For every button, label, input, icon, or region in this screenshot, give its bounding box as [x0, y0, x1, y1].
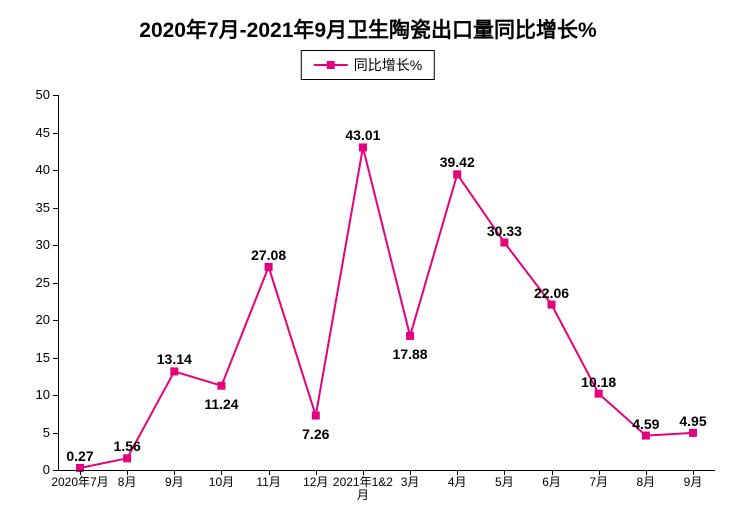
y-tick: [53, 208, 58, 209]
data-marker: [406, 332, 414, 340]
data-marker: [689, 429, 697, 437]
x-tick-label: 2021年1&2 月: [333, 476, 393, 502]
legend: 同比增长%: [301, 50, 435, 80]
data-label: 17.88: [393, 346, 428, 362]
data-label: 30.33: [487, 223, 522, 239]
y-tick: [53, 283, 58, 284]
legend-marker: [327, 61, 335, 69]
data-label: 22.06: [534, 285, 569, 301]
x-tick-label: 10月: [209, 476, 234, 489]
data-label: 27.08: [251, 247, 286, 263]
data-marker: [500, 239, 508, 247]
chart-title: 2020年7月-2021年9月卫生陶瓷出口量同比增长%: [0, 14, 736, 44]
y-tick-label: 15: [22, 350, 50, 365]
data-marker: [359, 143, 367, 151]
data-label: 39.42: [440, 154, 475, 170]
data-marker: [123, 454, 131, 462]
y-tick-label: 25: [22, 275, 50, 290]
y-tick: [53, 170, 58, 171]
y-tick-label: 35: [22, 200, 50, 215]
x-tick-label: 8月: [637, 476, 656, 489]
x-tick-label: 2020年7月: [51, 476, 108, 489]
legend-line: [314, 64, 348, 66]
x-tick-label: 7月: [589, 476, 608, 489]
chart-container: 2020年7月-2021年9月卫生陶瓷出口量同比增长% 同比增长% 0 5 10 15…: [0, 0, 736, 527]
x-tick-label: 11月: [256, 476, 280, 489]
data-label: 4.95: [679, 413, 706, 429]
data-label: 1.56: [114, 438, 141, 454]
data-marker: [170, 367, 178, 375]
data-marker: [595, 390, 603, 398]
data-marker: [217, 382, 225, 390]
y-tick: [53, 320, 58, 321]
data-label: 10.18: [581, 374, 616, 390]
series-line: [80, 147, 693, 468]
y-tick-label: 10: [22, 387, 50, 402]
y-tick: [53, 433, 58, 434]
x-tick-label: 3月: [401, 476, 420, 489]
y-tick-label: 20: [22, 312, 50, 327]
y-axis: [58, 95, 59, 470]
x-tick-label: 5月: [495, 476, 514, 489]
data-marker: [548, 301, 556, 309]
x-tick-label: 9月: [165, 476, 184, 489]
y-tick: [53, 245, 58, 246]
y-tick: [53, 358, 58, 359]
y-tick-label: 30: [22, 237, 50, 252]
legend-label: 同比增长%: [354, 55, 422, 75]
x-tick-label: 4月: [448, 476, 467, 489]
data-label: 43.01: [345, 127, 380, 143]
data-label: 7.26: [302, 426, 329, 442]
y-tick: [53, 395, 58, 396]
y-tick: [53, 133, 58, 134]
y-tick-label: 0: [22, 462, 50, 477]
data-label: 0.27: [66, 448, 93, 464]
x-tick-label: 8月: [118, 476, 137, 489]
data-marker: [642, 432, 650, 440]
y-tick-label: 50: [22, 87, 50, 102]
data-label: 13.14: [157, 351, 192, 367]
y-tick: [53, 470, 58, 471]
x-tick-label: 9月: [684, 476, 703, 489]
data-marker: [312, 412, 320, 420]
data-label: 11.24: [204, 396, 238, 412]
y-tick-label: 40: [22, 162, 50, 177]
x-axis: [58, 470, 715, 471]
x-tick-label: 6月: [542, 476, 561, 489]
y-tick: [53, 95, 58, 96]
data-marker: [453, 170, 461, 178]
y-tick-label: 5: [22, 425, 50, 440]
data-marker: [265, 263, 273, 271]
x-tick-label: 12月: [303, 476, 328, 489]
data-label: 4.59: [632, 416, 659, 432]
y-tick-label: 45: [22, 125, 50, 140]
